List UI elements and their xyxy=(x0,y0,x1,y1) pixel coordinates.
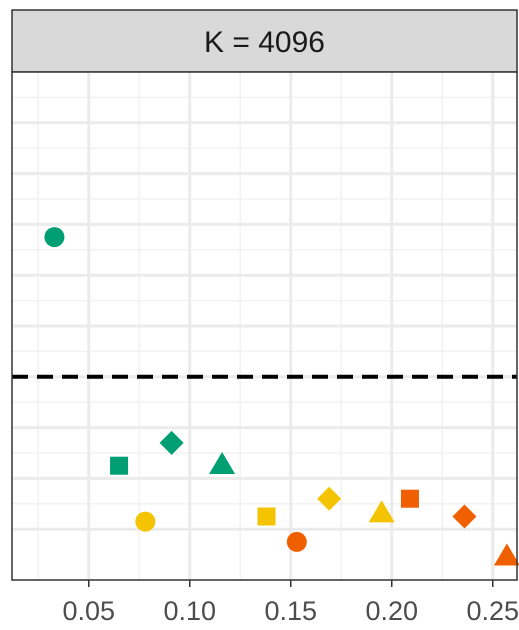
data-point-diamond xyxy=(317,486,342,511)
minor-grid xyxy=(12,72,517,580)
x-tick-label: 0.15 xyxy=(264,596,317,626)
data-point-diamond xyxy=(452,504,477,529)
data-point-triangle xyxy=(493,543,519,566)
data-point-square xyxy=(257,507,276,526)
facet-strip xyxy=(11,9,518,73)
data-point-square xyxy=(110,456,129,475)
major-grid xyxy=(12,72,517,580)
x-tick-label: 0.25 xyxy=(466,596,519,626)
data-point-square xyxy=(400,489,419,508)
x-tick-label: 0.10 xyxy=(163,596,216,626)
data-point-triangle xyxy=(368,500,395,523)
points-layer xyxy=(44,227,519,566)
data-point-circle xyxy=(135,511,156,532)
panel-border xyxy=(11,71,518,581)
data-point-triangle xyxy=(209,452,236,475)
facet-strip-label: K = 4096 xyxy=(204,26,325,59)
x-tick-label: 0.05 xyxy=(62,596,115,626)
data-point-circle xyxy=(286,531,307,552)
x-tick-label: 0.20 xyxy=(365,596,418,626)
data-point-diamond xyxy=(159,430,184,455)
data-point-circle xyxy=(44,227,65,248)
x-axis: 0.05 0.10 0.15 0.20 0.25 xyxy=(62,580,519,626)
